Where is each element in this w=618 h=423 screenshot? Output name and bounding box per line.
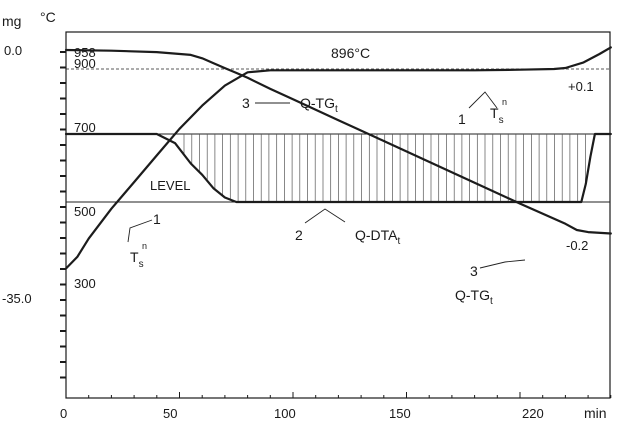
curve-1-label-left: 1 (153, 211, 161, 227)
temp-unit-label: °C (40, 9, 56, 25)
right-tick-plus: +0.1 (568, 79, 594, 94)
x-tick-50: 50 (163, 406, 177, 421)
curve-1-label-right: 1 (458, 111, 466, 127)
curve-3-label-upper: 3 (242, 95, 250, 111)
x-axis-ticks (65, 392, 612, 398)
left-axis-ticks (60, 51, 66, 379)
x-tick-100: 100 (274, 406, 296, 421)
temp-tick-500: 500 (74, 204, 96, 219)
mass-tick-1: -35.0 (2, 291, 32, 306)
curve-2-label: 2 (295, 227, 303, 243)
x-tick-0: 0 (60, 406, 67, 421)
right-tick-minus: -0.2 (566, 238, 588, 253)
temp-tick-958: 958 (74, 45, 96, 60)
temp-tick-700: 700 (74, 120, 96, 135)
q-tg-label-lower: Q-TGt (455, 287, 493, 307)
ts-left-sub: s (139, 259, 144, 270)
q-dta-curve (64, 132, 612, 204)
mass-unit-label: mg (2, 13, 21, 29)
ts-right-main: T (490, 105, 499, 121)
x-tick-220: 220 (522, 406, 544, 421)
level-label: LEVEL (150, 178, 190, 193)
ts-left-main: T (130, 249, 139, 265)
x-tick-150: 150 (389, 406, 411, 421)
ts-left-sup: n (142, 241, 147, 251)
q-tg-label-upper-main: Q-TG (300, 95, 335, 111)
curve-3-label-lower: 3 (470, 263, 478, 279)
ts-label-left: Ts (130, 249, 144, 270)
q-tg-label-lower-sub: t (490, 296, 493, 307)
temp-tick-900: 900 (74, 56, 96, 71)
q-dta-label-main: Q-DTA (355, 227, 398, 243)
ts-right-sup: n (502, 97, 507, 107)
ts-right-sub: s (499, 115, 504, 126)
mass-tick-0: 0.0 (4, 43, 22, 58)
q-dta-label: Q-DTAt (355, 227, 401, 247)
plateau-temp-label: 896°C (331, 45, 370, 61)
x-unit-label: min (584, 405, 607, 421)
leader-1-left (127, 219, 153, 243)
ts-label-right: Ts (490, 105, 504, 126)
temp-tick-300: 300 (74, 276, 96, 291)
q-tg-label-upper: Q-TGt (300, 95, 338, 115)
q-tg-label-lower-main: Q-TG (455, 287, 490, 303)
leader-2 (304, 208, 346, 224)
plot-frame (65, 31, 611, 399)
q-tg-curve (64, 48, 612, 235)
q-tg-label-upper-sub: t (335, 104, 338, 115)
leader-3-lower (479, 259, 526, 269)
q-dta-label-sub: t (398, 236, 401, 247)
dta-hatch-region (183, 134, 586, 202)
leader-1-right (468, 91, 498, 109)
temperature-curve (64, 46, 612, 270)
